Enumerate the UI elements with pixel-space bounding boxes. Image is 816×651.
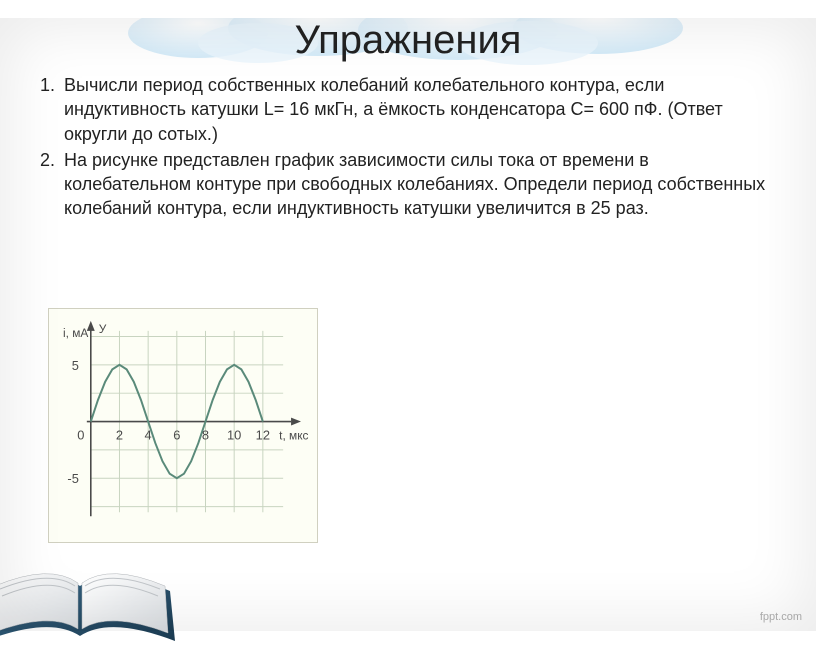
book-decoration bbox=[0, 511, 180, 651]
chart-svg: 2 4 6 8 10 12 0 5 -5 i, мА Уt, мкс bbox=[49, 309, 317, 542]
oscillation-chart: 2 4 6 8 10 12 0 5 -5 i, мА Уt, мкс bbox=[48, 308, 318, 543]
svg-text:5: 5 bbox=[72, 358, 79, 373]
task-item: 1. Вычисли период собственных колебаний … bbox=[40, 73, 776, 146]
page-title: Упражнения bbox=[0, 18, 816, 63]
task-list: 1. Вычисли период собственных колебаний … bbox=[40, 73, 776, 221]
task-number: 1. bbox=[40, 73, 64, 146]
svg-text:10: 10 bbox=[227, 427, 241, 442]
task-text: На рисунке представлен график зависимост… bbox=[64, 148, 776, 221]
task-text: Вычисли период собственных колебаний кол… bbox=[64, 73, 776, 146]
svg-text:6: 6 bbox=[173, 427, 180, 442]
svg-text:2: 2 bbox=[116, 427, 123, 442]
task-item: 2. На рисунке представлен график зависим… bbox=[40, 148, 776, 221]
svg-text:0: 0 bbox=[77, 427, 84, 442]
svg-text:i, мА: i, мА bbox=[63, 326, 88, 340]
svg-text:t, мкс: t, мкс bbox=[279, 428, 308, 442]
svg-text:-5: -5 bbox=[67, 471, 78, 486]
svg-text:У: У bbox=[99, 322, 107, 336]
svg-text:8: 8 bbox=[202, 427, 209, 442]
svg-text:4: 4 bbox=[145, 427, 152, 442]
svg-text:12: 12 bbox=[256, 427, 270, 442]
task-number: 2. bbox=[40, 148, 64, 221]
